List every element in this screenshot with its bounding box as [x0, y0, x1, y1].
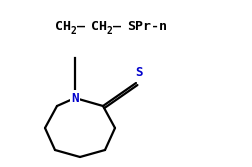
Text: SPr-n: SPr-n — [127, 20, 166, 33]
Text: S: S — [135, 65, 142, 78]
Text: 2: 2 — [71, 26, 77, 36]
Text: CH: CH — [91, 20, 107, 33]
Text: CH: CH — [55, 20, 71, 33]
Text: —: — — [77, 20, 85, 33]
Text: 2: 2 — [107, 26, 112, 36]
Text: —: — — [113, 20, 120, 33]
Text: N: N — [71, 92, 78, 105]
